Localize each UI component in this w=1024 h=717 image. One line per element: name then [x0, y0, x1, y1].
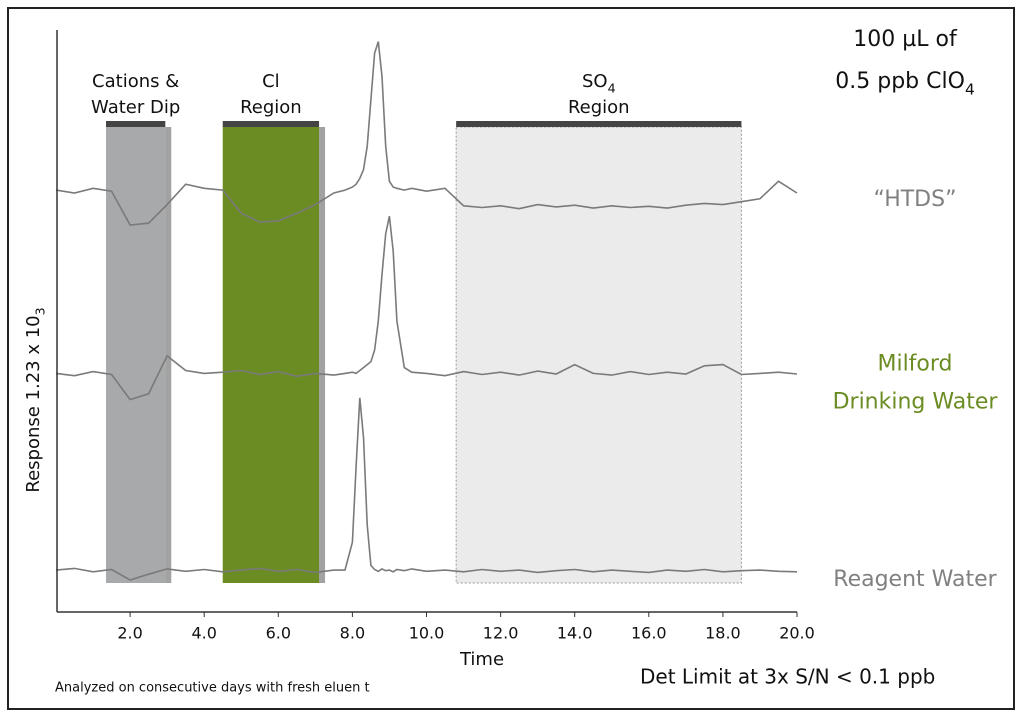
label-text: Response 1.23 x 10	[23, 315, 44, 492]
trace	[55, 41, 798, 226]
x-tick-label: 10.0	[409, 624, 445, 643]
label-text: 100 µL of	[853, 27, 958, 52]
x-tick-label: 2.0	[117, 624, 142, 643]
region-label: Water Dip	[91, 97, 180, 118]
x-tick-label: 18.0	[705, 624, 741, 643]
label-text: SO	[582, 71, 608, 92]
x-tick-label: 14.0	[557, 624, 593, 643]
region-top-bar	[222, 121, 320, 127]
trace	[55, 216, 798, 401]
region-side-bar	[165, 127, 172, 583]
region-top-bar	[456, 121, 742, 127]
region-side-bar	[319, 127, 326, 583]
label-subscript: 4	[965, 80, 975, 98]
region-band	[455, 126, 742, 584]
label-subscript: 3	[32, 307, 47, 315]
series-label: Reagent Water	[833, 567, 997, 592]
sample-note: 0.5 ppb ClO4	[835, 69, 974, 98]
region-top-bar	[106, 121, 166, 127]
x-tick-label: 12.0	[483, 624, 519, 643]
x-tick-label: 8.0	[340, 624, 365, 643]
region-band	[222, 127, 320, 583]
label-text: Cl	[262, 71, 280, 92]
region-label: Region	[568, 97, 630, 118]
detection-limit: Det Limit at 3x S/N < 0.1 ppb	[640, 665, 935, 689]
series-label: Milford	[877, 351, 952, 376]
footnote: Analyzed on consecutive days with fresh …	[55, 681, 370, 696]
label-text: Region	[568, 97, 630, 118]
trace	[55, 397, 798, 581]
series-label: Drinking Water	[833, 389, 999, 414]
x-axis-title: Time	[459, 649, 504, 670]
region-label: Cl	[262, 71, 280, 92]
region-band	[106, 127, 166, 583]
x-tick-label: 4.0	[191, 624, 216, 643]
sample-note: 100 µL of	[853, 27, 958, 52]
region-label: Cations &	[92, 71, 179, 92]
label-text: Water Dip	[91, 97, 180, 118]
plot	[55, 41, 798, 581]
region-label: SO4	[582, 71, 616, 95]
x-tick-label: 16.0	[631, 624, 667, 643]
x-tick-label: 20.0	[779, 624, 815, 643]
label-text: 0.5 ppb ClO	[835, 69, 965, 94]
region-label: Region	[240, 97, 302, 118]
label-text: Cations &	[92, 71, 179, 92]
series-label: “HTDS”	[873, 187, 956, 212]
x-tick-label: 6.0	[266, 624, 291, 643]
label-text: Region	[240, 97, 302, 118]
label-subscript: 4	[608, 80, 616, 95]
y-axis-title: Response 1.23 x 103	[23, 307, 47, 492]
